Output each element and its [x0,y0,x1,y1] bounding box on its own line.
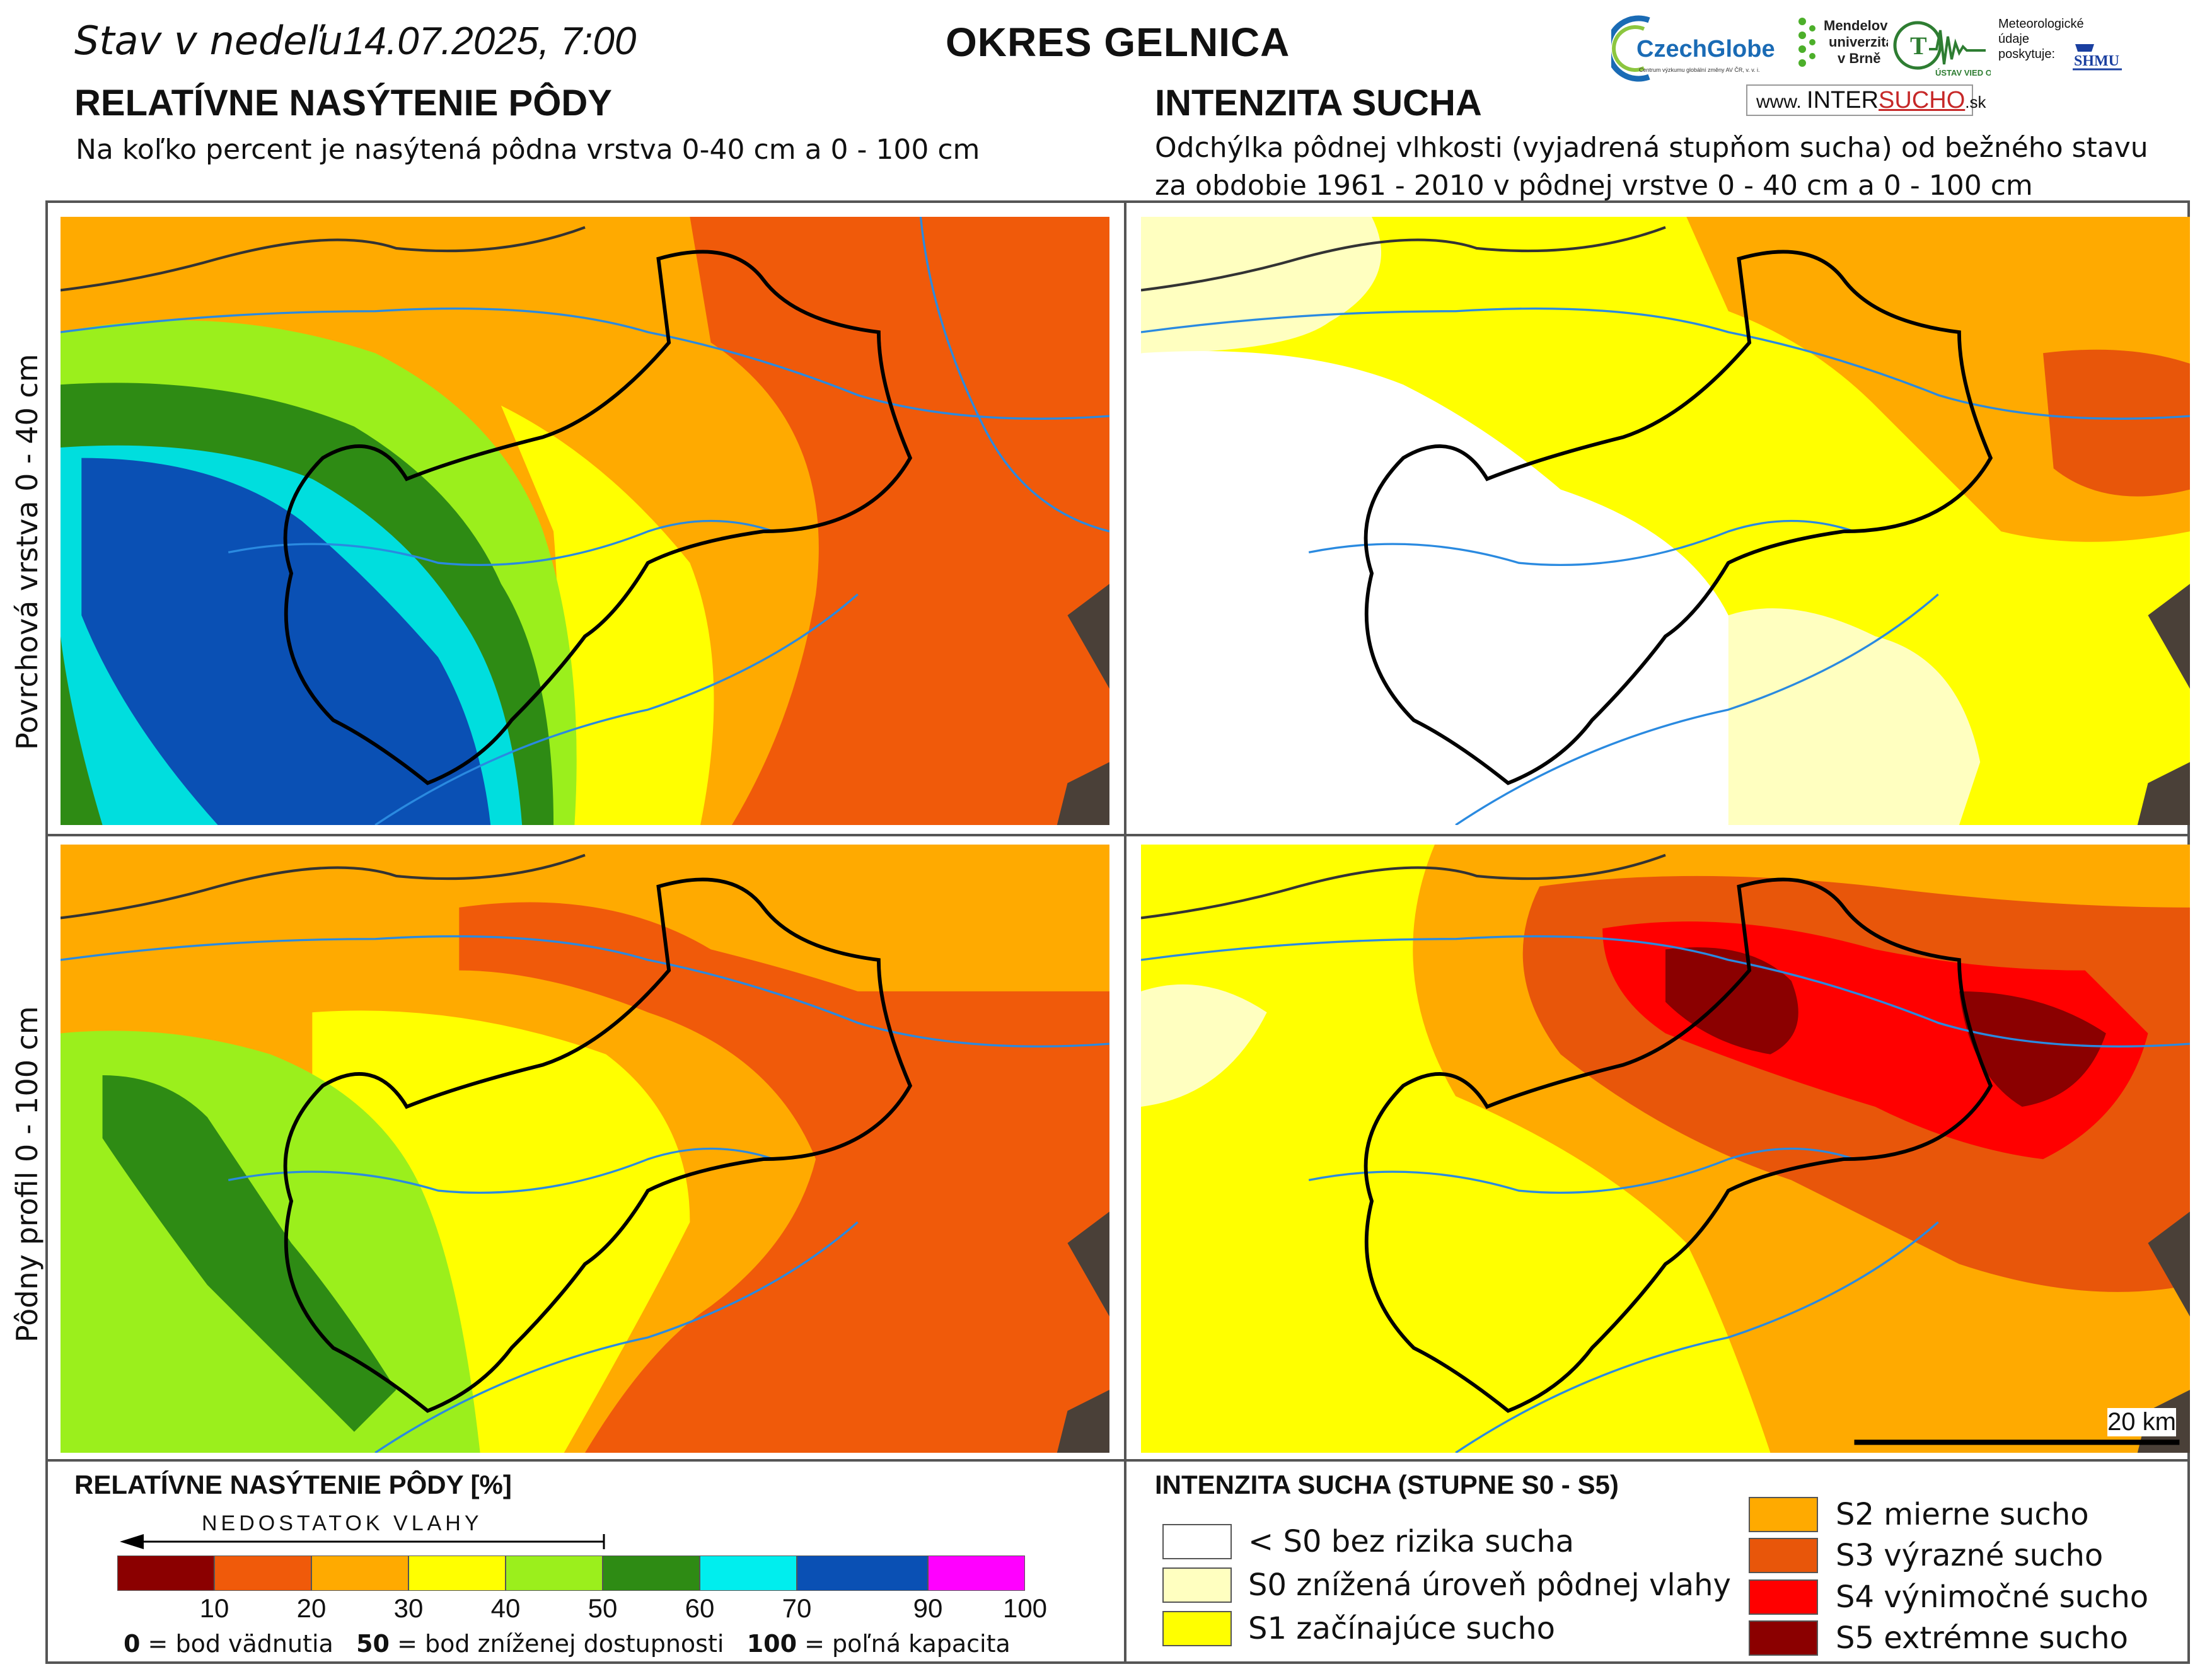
mendel-university-logo: Mendelova univerzita v Brně [1793,14,1896,83]
colorbar-bin-10-20 [214,1555,312,1591]
district-border-topsoil [283,250,913,785]
shmu-logo: SHMU [2069,38,2126,73]
district-border-profile [283,877,913,1413]
colorbar-bin-60-70 [699,1555,797,1591]
uvz-text: ÚSTAV VIED O ZEMI [1935,68,1991,78]
legend-swatch-s4 [1749,1579,1818,1615]
legend-label-s3: S3 výrazné sucho [1836,1538,2104,1573]
colorbar-bin-50-60 [602,1555,700,1591]
legend-label-below-s0: < S0 bez rizika sucha [1248,1524,1575,1559]
legend-swatch-s3 [1749,1538,1818,1573]
saturation-colorbar-svg [117,1555,1026,1591]
czechglobe-subtext: Centrum výzkumu globální změny AV ČR, v.… [1639,67,1760,73]
tick-90: 90 [913,1593,943,1623]
moisture-deficit-arrow-icon [120,1534,605,1549]
saturation-subheading: Na koľko percent je nasýtená pôdna vrstv… [76,134,980,166]
note-50-text: = bod zníženej dostupnosti [397,1630,724,1658]
legend-swatch-s1 [1162,1611,1232,1646]
tick-60: 60 [685,1593,715,1623]
saturation-legend-title: RELATÍVNE NASÝTENIE PÔDY [%] [74,1470,512,1499]
legend-label-s5: S5 extrémne sucho [1836,1620,2128,1656]
district-title: OKRES GELNICA [946,20,1290,65]
colorbar-bin-30-40 [408,1555,506,1591]
map-saturation-profile [61,845,1109,1453]
mendel-line2: univerzita [1829,34,1888,50]
tick-30: 30 [393,1593,424,1623]
map-drought-profile: 20 km [1141,845,2190,1453]
colorbar-bin-20-30 [311,1555,409,1591]
rivers-drought-topsoil [1141,307,2190,825]
frame-divider-legend [45,1459,2190,1462]
legend-swatch-below-s0 [1162,1524,1232,1559]
drought-legend-title: INTENZITA SUCHA (STUPNE S0 - S5) [1155,1470,1619,1499]
colorbar-bin-0-10 [117,1555,215,1591]
note-50-value: 50 [356,1630,390,1658]
status-date-title: Stav v nedeľu14.07.2025, 7:00 [74,18,636,64]
district-border-drought-profile [1364,877,1993,1413]
note-0-value: 0 [124,1630,141,1658]
tick-40: 40 [490,1593,521,1623]
intersucho-inter: INTER [1807,87,1879,113]
moisture-deficit-label: NEDOSTATOK VLAHY [202,1511,483,1535]
status-day: Stav v nedeľu [74,18,343,64]
tick-100: 100 [1002,1593,1048,1623]
tick-20: 20 [296,1593,327,1623]
tick-10: 10 [199,1593,229,1623]
status-datetime: 14.07.2025, 7:00 [342,20,637,63]
seismograph-icon [1929,30,1986,65]
legend-swatch-s0 [1162,1567,1232,1603]
district-border-drought-topsoil [1364,250,1993,785]
shmu-text: SHMU [2074,53,2119,69]
czechglobe-logo: CzechGlobe Centrum výzkumu globální změn… [1605,11,1789,86]
note-0-text: = bod vädnutia [148,1630,333,1658]
legend-label-s0: S0 znížená úroveň pôdnej vlahy [1248,1567,1731,1603]
meteo-line1: Meteorologické [1998,17,2084,31]
uvz-logo: T ÚSTAV VIED O ZEMI [1891,18,2013,81]
drought-subheading-line1: Odchýlka pôdnej vlhkosti (vyjadrená stup… [1155,132,2148,164]
intersucho-logo[interactable]: www. INTERSUCHO.sk [1746,84,1986,116]
scale-bar-label: 20 km [2107,1408,2176,1436]
row-label-profile: Pôdny profil 0 - 100 cm [10,1006,44,1342]
legend-swatch-s2 [1749,1497,1818,1532]
saturation-heading: RELATÍVNE NASÝTENIE PÔDY [74,83,612,124]
meteo-line2: údaje [1998,32,2029,46]
legend-swatch-s5 [1749,1620,1818,1656]
saturation-ticks: 10 20 30 40 50 60 70 90 100 [117,1593,1047,1625]
legend-label-s4: S4 výnimočné sucho [1836,1579,2149,1615]
mendel-dots-icon [1798,18,1815,67]
czechglobe-text: CzechGlobe [1636,36,1775,62]
legend-label-s2: S2 mierne sucho [1836,1497,2089,1532]
meteo-provider-text: Meteorologické údaje poskytuje: [1998,16,2084,79]
drought-subheading-line2: za obdobie 1961 - 2010 v pôdnej vrstve 0… [1155,170,2033,202]
row-label-topsoil: Povrchová vrstva 0 - 40 cm [10,354,44,750]
intersucho-suffix: .sk [1965,93,1986,112]
intersucho-prefix: www. [1756,91,1802,112]
map-saturation-topsoil [61,217,1109,825]
intersucho-sucho: SUCHO [1879,87,1966,113]
colorbar-bin-40-50 [505,1555,603,1591]
saturation-colorbar [117,1555,1026,1591]
meteo-line3: poskytuje: [1998,47,2056,61]
map-drought-topsoil [1141,217,2190,825]
colorbar-bin-70-90 [796,1555,929,1591]
tick-70: 70 [782,1593,812,1623]
rivers-drought-profile [1141,935,2190,1453]
legend-label-s1: S1 začínajúce sucho [1248,1611,1555,1646]
svg-text:T: T [1910,32,1927,60]
drought-subheading: Odchýlka pôdnej vlhkosti (vyjadrená stup… [1155,129,2148,205]
drought-heading: INTENZITA SUCHA [1155,83,1482,124]
tick-50: 50 [588,1593,618,1623]
saturation-notes: 0 = bod vädnutia 50 = bod zníženej dostu… [124,1630,1010,1658]
country-border-topsoil [61,226,586,292]
note-100-text: = poľná kapacita [804,1630,1010,1658]
rivers-profile [61,935,1109,1453]
rivers-topsoil [61,217,1109,825]
frame-divider-middle [45,834,2190,836]
colorbar-bin-90-100 [927,1555,1026,1591]
mendel-line3: v Brně [1838,50,1880,66]
mendel-line1: Mendelova [1824,18,1888,33]
frame-divider-vertical [1124,200,1126,1664]
note-100-value: 100 [746,1630,797,1658]
